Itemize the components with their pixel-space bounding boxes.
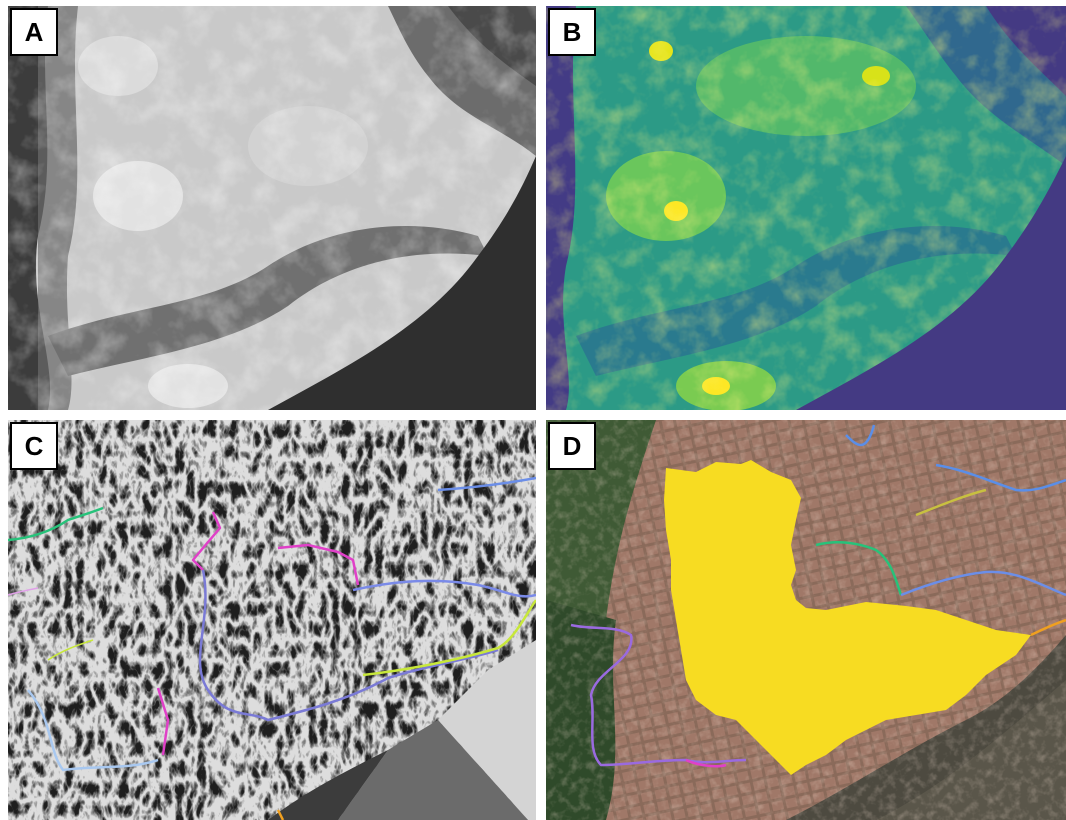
stream-pink [191,511,222,571]
panel-d: D [546,420,1066,820]
stream-blue [900,570,1066,597]
stream-yellowgreen [362,599,536,677]
stream-blue [198,569,499,722]
viridis-elevation-image [546,6,1066,410]
panel-label-d: D [548,422,596,470]
flow-direction-image [8,420,536,820]
panel-label-a: A [10,8,58,56]
stream-green [8,506,104,542]
panel-b: B [546,6,1066,410]
grayscale-elevation-image [8,6,536,410]
stream-green [815,541,903,596]
satellite-watershed-image [546,420,1066,820]
watershed-polygon [664,460,1031,775]
panel-c: C [8,420,536,820]
stream-orange [1030,618,1066,637]
panel-a: A [8,6,536,410]
panel-label-b: B [548,8,596,56]
panel-label-c: C [10,422,58,470]
